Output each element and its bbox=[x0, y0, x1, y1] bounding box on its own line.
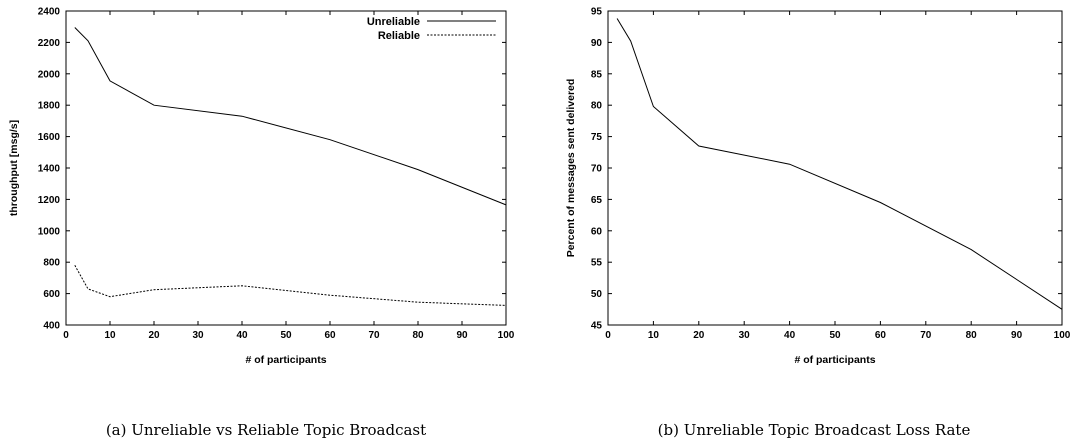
chart-a-y-axis-label: throughput [msg/s] bbox=[8, 120, 20, 216]
chart-b-x-tick-label: 10 bbox=[648, 330, 660, 341]
chart-a-y-tick-label: 1800 bbox=[38, 101, 61, 112]
chart-a-series-line-reliable bbox=[74, 265, 507, 306]
chart-b-x-tick-label: 40 bbox=[784, 330, 796, 341]
chart-a-y-tick-label: 400 bbox=[43, 321, 60, 332]
chart-b-y-tick-label: 65 bbox=[591, 195, 603, 206]
chart-a-y-tick-label: 2200 bbox=[38, 38, 61, 49]
chart-a-y-tick-label: 800 bbox=[43, 258, 60, 269]
chart-a-series bbox=[74, 27, 507, 306]
chart-a-plot-frame bbox=[65, 10, 507, 326]
chart-b-y-tick-label: 75 bbox=[591, 132, 603, 143]
chart-b-y-tick-label: 85 bbox=[591, 69, 603, 80]
chart-b-ticks: 0 10 20 30 40 50 60 70 80 90 100 45 50 55 60 65 70 75 80 85… bbox=[591, 7, 1071, 342]
chart-b-y-tick-label: 50 bbox=[591, 289, 603, 300]
chart-a-x-axis-label: # of participants bbox=[245, 354, 326, 366]
chart-b-caption: (b) Unreliable Topic Broadcast Loss Rate bbox=[658, 421, 971, 439]
chart-a-y-tick-label: 1400 bbox=[38, 164, 61, 175]
chart-a-y-tick-label: 2000 bbox=[38, 69, 61, 80]
chart-b-x-tick-label: 20 bbox=[693, 330, 705, 341]
chart-b-x-tick-label: 30 bbox=[739, 330, 751, 341]
chart-a-y-tick-label: 1200 bbox=[38, 195, 61, 206]
chart-b-series bbox=[616, 18, 1063, 310]
chart-a-y-tick-label: 1600 bbox=[38, 132, 61, 143]
chart-b-y-tick-label: 90 bbox=[591, 38, 603, 49]
legend-label-unreliable: Unreliable bbox=[367, 16, 420, 28]
chart-a-x-tick-label: 100 bbox=[498, 330, 515, 341]
chart-b-x-tick-label: 0 bbox=[605, 330, 611, 341]
chart-a-caption: (a) Unreliable vs Reliable Topic Broadca… bbox=[106, 421, 426, 439]
chart-b-y-tick-label: 60 bbox=[591, 226, 603, 237]
chart-b-y-tick-label: 55 bbox=[591, 258, 603, 269]
legend-label-reliable: Reliable bbox=[378, 30, 420, 42]
chart-a-x-tick-label: 80 bbox=[412, 330, 424, 341]
chart-b-y-tick-label: 45 bbox=[591, 321, 603, 332]
chart-a-x-tick-label: 30 bbox=[192, 330, 204, 341]
chart-b-series-line-0 bbox=[616, 18, 1063, 310]
chart-b-x-tick-label: 70 bbox=[920, 330, 932, 341]
chart-a-y-tick-label: 1000 bbox=[38, 226, 61, 237]
chart-a-x-tick-label: 40 bbox=[236, 330, 248, 341]
chart-a-y-tick-label: 600 bbox=[43, 289, 60, 300]
chart-a-x-tick-label: 90 bbox=[456, 330, 468, 341]
chart-a-x-tick-label: 50 bbox=[280, 330, 292, 341]
chart-b-x-tick-label: 90 bbox=[1011, 330, 1023, 341]
chart-a-x-tick-label: 20 bbox=[148, 330, 160, 341]
chart-a-x-tick-label: 70 bbox=[368, 330, 380, 341]
chart-a-x-tick-label: 0 bbox=[63, 330, 69, 341]
chart-a-legend: Unreliable Reliable bbox=[367, 16, 496, 42]
chart-b-y-tick-label: 95 bbox=[591, 7, 603, 18]
chart-b: 0 10 20 30 40 50 60 70 80 90 100 45 50 55 60 65 70 75 80 85… bbox=[565, 7, 1071, 440]
chart-b-plot-frame bbox=[607, 10, 1063, 326]
chart-b-x-axis-label: # of participants bbox=[794, 354, 875, 366]
chart-a: 0 10 20 30 40 50 60 70 80 90 100 400 600 800 1000 1200 1… bbox=[8, 7, 515, 440]
chart-b-x-tick-label: 60 bbox=[875, 330, 887, 341]
chart-b-y-tick-label: 70 bbox=[591, 164, 603, 175]
chart-a-y-tick-label: 2400 bbox=[38, 7, 61, 18]
chart-a-ticks: 0 10 20 30 40 50 60 70 80 90 100 400 600 800 1000 1200 1… bbox=[38, 7, 515, 342]
chart-b-x-tick-label: 100 bbox=[1054, 330, 1071, 341]
chart-b-x-tick-label: 80 bbox=[966, 330, 978, 341]
chart-a-x-tick-label: 10 bbox=[104, 330, 116, 341]
chart-a-series-line-unreliable bbox=[74, 27, 507, 206]
chart-b-y-axis-label: Percent of messages sent delivered bbox=[565, 79, 577, 258]
chart-b-x-tick-label: 50 bbox=[829, 330, 841, 341]
chart-a-x-tick-label: 60 bbox=[324, 330, 336, 341]
chart-b-y-tick-label: 80 bbox=[591, 101, 603, 112]
